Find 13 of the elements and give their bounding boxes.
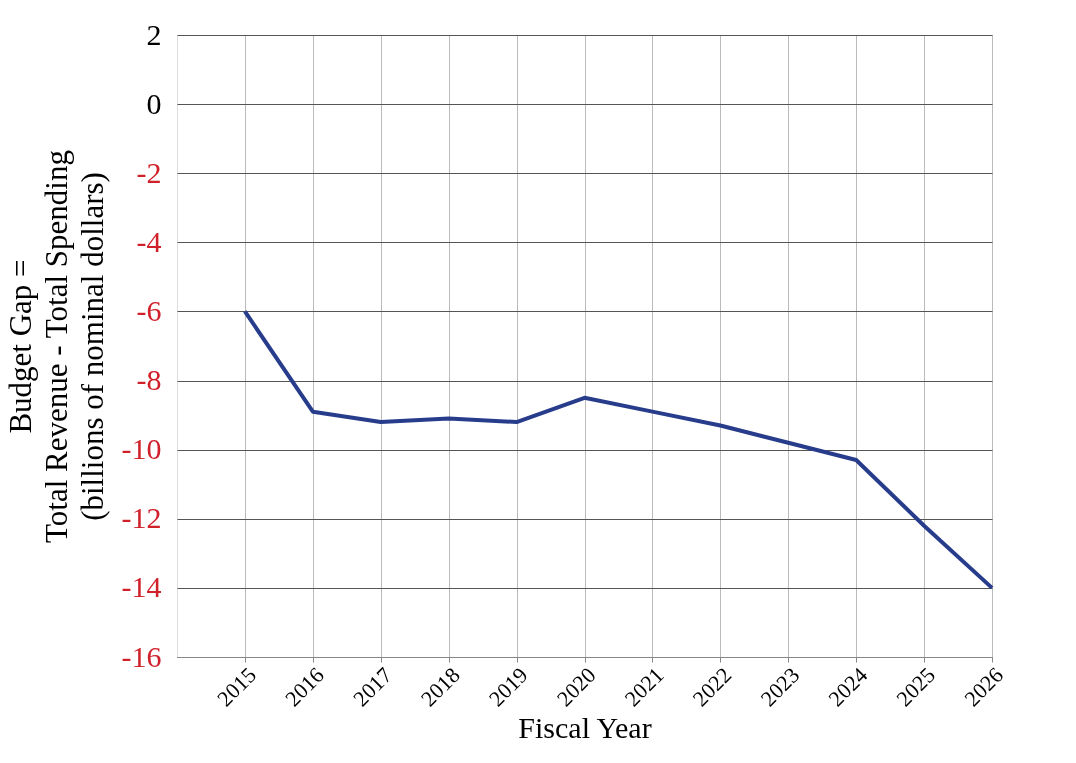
y-tick-label: -14 <box>121 570 162 604</box>
y-tick-label: 2 <box>146 17 162 51</box>
y-tick-label: -10 <box>121 432 162 466</box>
y-axis-title: Budget Gap = Total Revenue - Total Spending (billions of nominal dollars) <box>2 150 110 543</box>
y-tick-label: -8 <box>136 363 162 397</box>
y-tick-label: -16 <box>121 639 162 673</box>
x-axis-title: Fiscal Year <box>518 711 652 745</box>
y-tick-label: -6 <box>136 293 162 327</box>
y-tick-label: -4 <box>136 224 162 258</box>
y-tick-label: -12 <box>121 501 162 535</box>
y-tick-label: -2 <box>136 155 162 189</box>
y-tick-label: 0 <box>146 86 162 120</box>
line-series <box>242 309 994 590</box>
